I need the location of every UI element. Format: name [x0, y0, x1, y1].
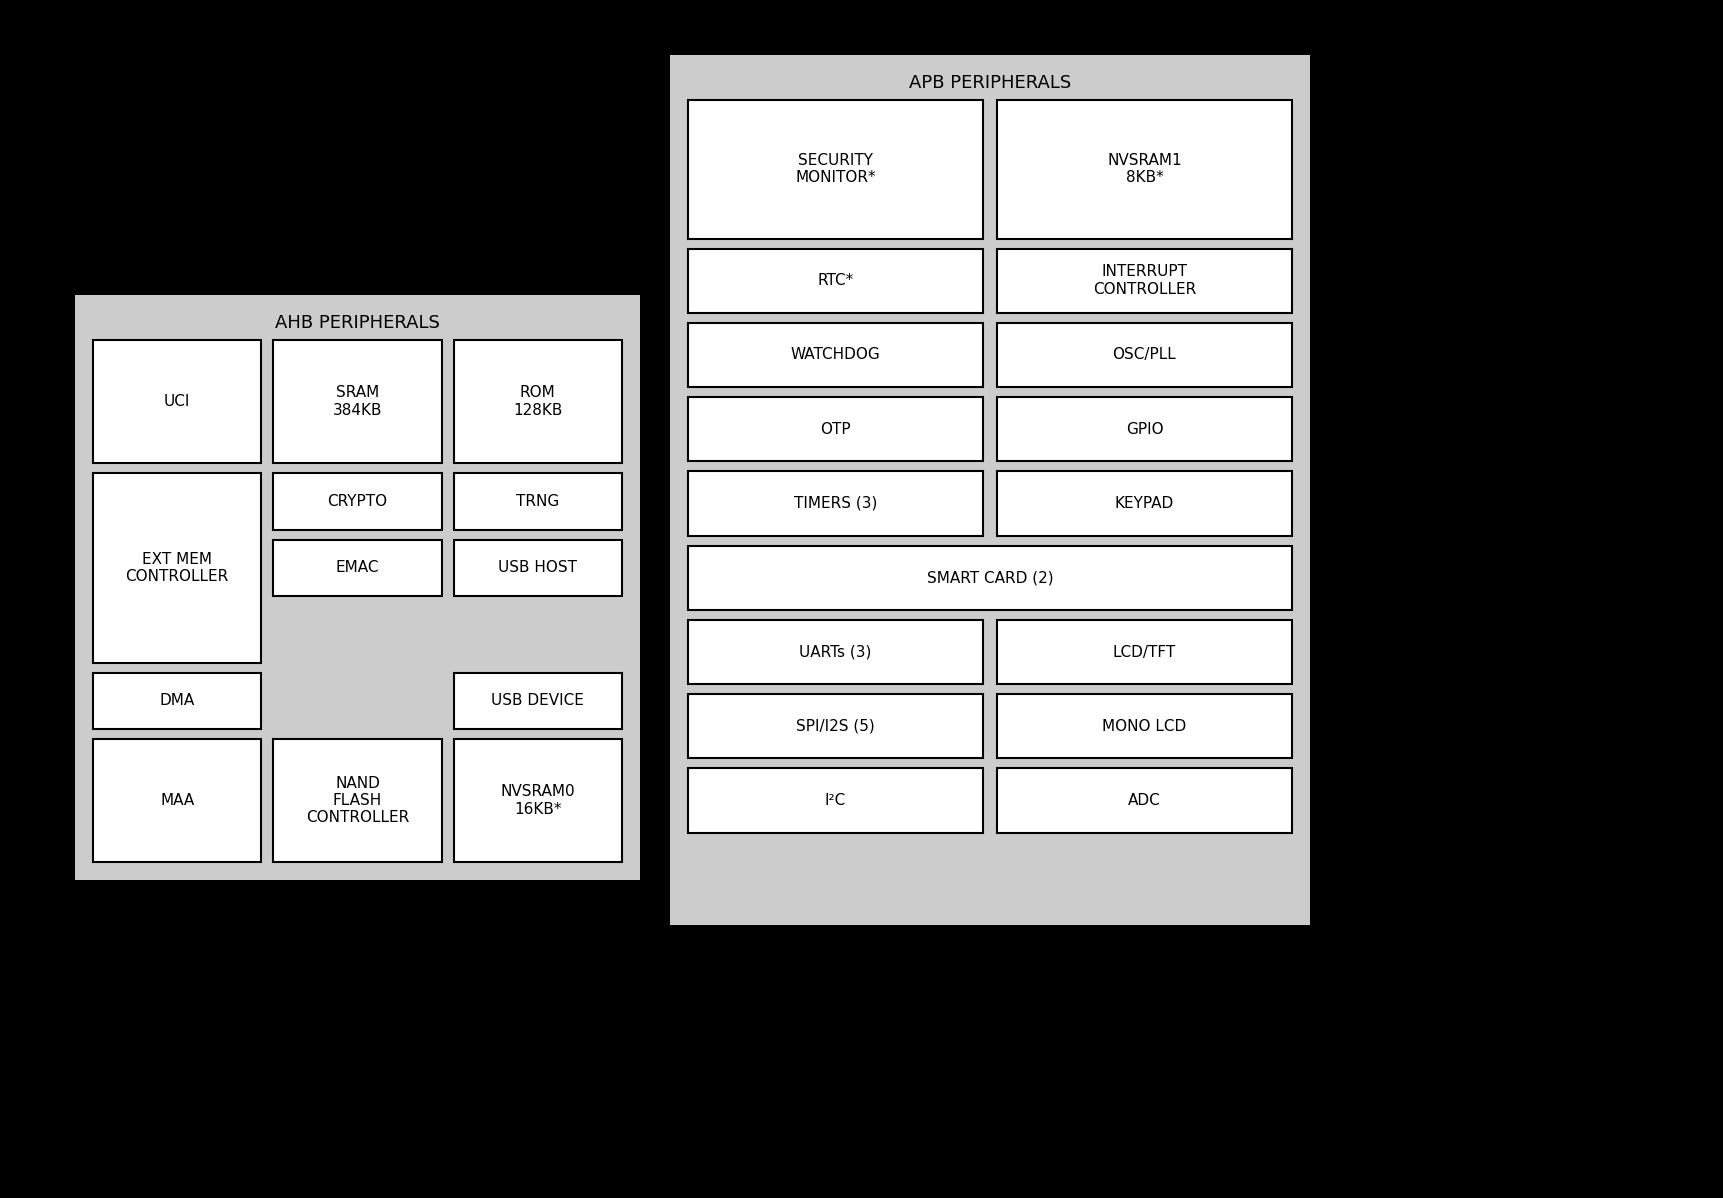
Bar: [453, 739, 622, 863]
Text: USB DEVICE: USB DEVICE: [491, 694, 584, 708]
Bar: [453, 340, 622, 462]
Bar: [687, 248, 982, 313]
Bar: [687, 694, 982, 758]
Text: NVSRAM1
8KB*: NVSRAM1 8KB*: [1106, 153, 1182, 186]
Bar: [274, 340, 441, 462]
Bar: [93, 672, 262, 730]
Text: TIMERS (3): TIMERS (3): [793, 496, 877, 512]
Text: GPIO: GPIO: [1125, 422, 1163, 437]
Text: ADC: ADC: [1127, 793, 1160, 809]
Text: MONO LCD: MONO LCD: [1101, 719, 1185, 734]
Text: CRYPTO: CRYPTO: [327, 494, 388, 509]
Text: KEYPAD: KEYPAD: [1115, 496, 1173, 512]
Bar: [687, 619, 982, 684]
Bar: [996, 99, 1291, 238]
Text: SECURITY
MONITOR*: SECURITY MONITOR*: [794, 153, 875, 186]
Text: OTP: OTP: [820, 422, 851, 437]
Bar: [93, 739, 262, 863]
Bar: [76, 295, 639, 881]
Text: NVSRAM0
16KB*: NVSRAM0 16KB*: [500, 785, 575, 817]
Text: EXT MEM
CONTROLLER: EXT MEM CONTROLLER: [126, 551, 229, 583]
Bar: [687, 397, 982, 461]
Bar: [453, 473, 622, 530]
Bar: [687, 322, 982, 387]
Bar: [453, 539, 622, 595]
Bar: [93, 473, 262, 662]
Text: LCD/TFT: LCD/TFT: [1113, 645, 1175, 660]
Bar: [996, 471, 1291, 536]
Text: NAND
FLASH
CONTROLLER: NAND FLASH CONTROLLER: [305, 775, 408, 825]
Text: WATCHDOG: WATCHDOG: [791, 347, 880, 363]
Text: EMAC: EMAC: [336, 561, 379, 575]
Text: SRAM
384KB: SRAM 384KB: [333, 386, 383, 418]
Bar: [93, 340, 262, 462]
Text: INTERRUPT
CONTROLLER: INTERRUPT CONTROLLER: [1092, 265, 1196, 297]
Text: MAA: MAA: [160, 793, 195, 807]
Text: APB PERIPHERALS: APB PERIPHERALS: [908, 74, 1070, 92]
Text: OSC/PLL: OSC/PLL: [1111, 347, 1175, 363]
Text: RTC*: RTC*: [817, 273, 853, 289]
Text: UCI: UCI: [164, 394, 190, 409]
Bar: [274, 539, 441, 595]
Bar: [687, 99, 982, 238]
Bar: [996, 619, 1291, 684]
Bar: [274, 473, 441, 530]
Bar: [996, 248, 1291, 313]
Text: UARTs (3): UARTs (3): [799, 645, 872, 660]
Bar: [687, 471, 982, 536]
Bar: [996, 694, 1291, 758]
Bar: [274, 739, 441, 863]
Text: TRNG: TRNG: [515, 494, 560, 509]
Bar: [996, 768, 1291, 833]
Bar: [670, 55, 1309, 925]
Bar: [996, 397, 1291, 461]
Text: AHB PERIPHERALS: AHB PERIPHERALS: [276, 314, 439, 332]
Text: I²C: I²C: [824, 793, 846, 809]
Bar: [996, 322, 1291, 387]
Text: SPI/I2S (5): SPI/I2S (5): [796, 719, 874, 734]
Bar: [687, 545, 1291, 610]
Text: ROM
128KB: ROM 128KB: [513, 386, 562, 418]
Text: USB HOST: USB HOST: [498, 561, 577, 575]
Text: SMART CARD (2): SMART CARD (2): [927, 570, 1053, 586]
Bar: [453, 672, 622, 730]
Bar: [687, 768, 982, 833]
Text: DMA: DMA: [160, 694, 195, 708]
